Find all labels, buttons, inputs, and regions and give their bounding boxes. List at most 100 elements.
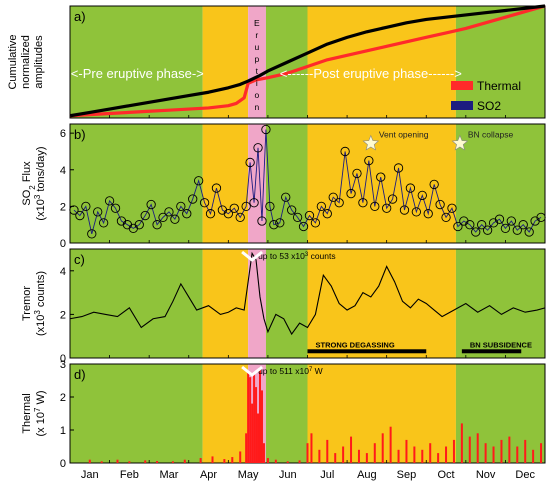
so2-point [104,196,115,206]
event-label: Vent opening [379,129,429,139]
thermal-bar [334,453,337,463]
x-tick-label: Jan [81,469,99,481]
x-tick-label: Jul [320,469,334,481]
so2-point [316,201,327,212]
thermal-bar [183,459,186,463]
phase-band [455,249,545,358]
so2-point [158,212,168,223]
thermal-bar [255,387,258,463]
so2-point [429,179,439,190]
so2-point [453,221,463,232]
so2-point [75,210,85,221]
phase-band [265,124,308,243]
so2-point [352,168,362,179]
thermal-bar [318,449,321,463]
thermal-bar [223,459,226,463]
y-axis-label-1: Cumulative normalized amplitudes [7,34,45,89]
y-axis-label-line: amplitudes [33,35,45,89]
so2-point [292,212,303,223]
thermal-bar [144,460,147,463]
thermal-bar [540,443,543,463]
thermal-bar [405,439,408,463]
thermal-bar [508,436,511,463]
so2-point [411,207,422,217]
so2-point [328,192,338,202]
thermal-bar [373,443,376,463]
so2-point [447,203,457,213]
panel-label: c) [74,252,85,267]
thermal-bar [429,443,432,463]
y-axis-label-line: Cumulative [7,34,19,89]
phase-band [455,6,545,118]
so2-point [261,124,271,135]
so2-point [241,201,251,212]
y-axis-label-line: (x 107 W) [33,390,48,436]
thermal-bar [389,426,392,463]
phase-band [70,124,203,243]
period-label: BN SUBSIDENCE [470,340,532,349]
phase-band [202,364,249,463]
thermal-bar [476,433,479,463]
so2-point [140,210,150,221]
thermal-bar [251,403,254,463]
panel-3: c) 0 2 4 up to 53 x103 counts STRONG DEGASSIN… [60,248,546,365]
eruption-letter: r [255,30,258,40]
x-tick-label: Dec [515,469,535,481]
legend-label: Thermal [477,79,521,93]
so2-point [176,201,186,212]
so2-point [441,212,451,223]
series-line-so2 [69,4,546,118]
thermal-bar [306,443,309,463]
thermal-bar [365,453,368,463]
so2-point [229,203,239,213]
thermal-bar [357,449,360,463]
y-axis-label-line: (x103 tons/day) [33,146,48,220]
so2-point [170,214,180,224]
thermal-bar [326,439,329,463]
thermal-bar [381,433,384,463]
so2-point [334,198,344,208]
thermal-bar [128,461,131,463]
event-star [451,134,469,151]
thermal-bar [298,460,301,463]
event-label: BN collapse [468,129,514,139]
phase-band [455,124,545,243]
phase-band [248,249,266,358]
x-tick-label: Sep [397,469,417,481]
so2-point [193,176,204,186]
y-tick-label: 0 [60,353,66,365]
thermal-bar [239,451,242,463]
thermal-bar [500,439,503,463]
phase-band [202,124,249,243]
panel-label: a) [74,9,86,24]
so2-point [494,214,505,224]
tremor-line [69,251,546,336]
phase-band [70,364,203,463]
y-tick-label: 3 [60,359,66,371]
so2-point [87,229,97,239]
so2-point [358,198,368,208]
so2-point [512,225,522,235]
so2-point [376,172,386,182]
so2-point [281,192,291,202]
thermal-bar [259,367,261,463]
so2-point [346,188,356,199]
so2-point [471,227,481,237]
so2-point [164,207,174,217]
overflow-chevron [241,365,264,377]
y-axis-label-line: Tremor [21,286,33,321]
y-axis-label-2: SO2 Flux(x103 tons/day) [21,146,47,220]
so2-point [249,198,259,208]
so2-point [399,205,410,215]
phase-band [248,6,266,118]
eruption-letter: t [256,66,259,76]
phase-band [265,249,308,358]
period-bar [461,349,522,354]
y-tick-label: 0 [60,238,66,250]
x-tick-label: Mar [159,469,178,481]
so2-point [524,227,534,237]
thermal-bar [484,443,487,463]
thermal-bar [524,439,527,463]
y-tick-label: 6 [60,128,66,140]
